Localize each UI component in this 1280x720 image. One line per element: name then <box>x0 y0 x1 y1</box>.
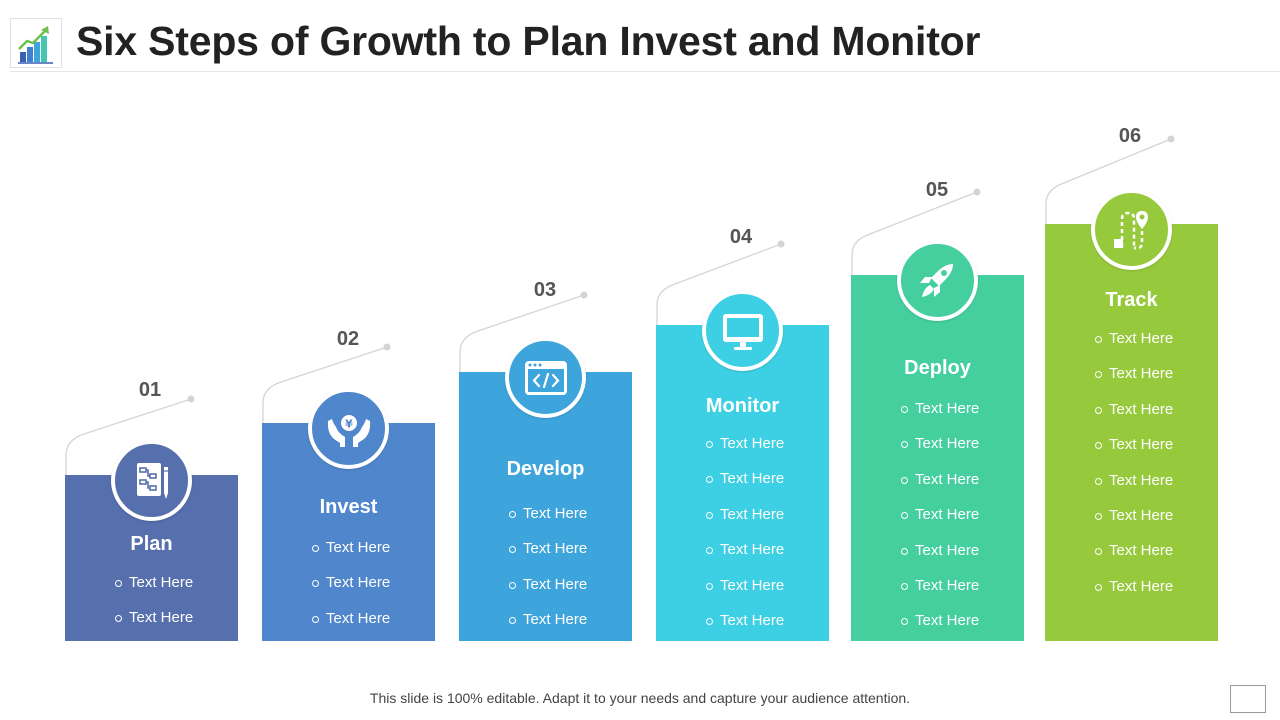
track-circle <box>1091 189 1172 270</box>
list-item: Text Here <box>1045 427 1218 462</box>
slide-header: Six Steps of Growth to Plan Invest and M… <box>0 0 1280 72</box>
monitor-circle <box>702 290 783 371</box>
list-item: Text Here <box>1045 569 1218 604</box>
invest-circle: ¥ <box>308 388 389 469</box>
svg-text:¥: ¥ <box>345 417 353 430</box>
list-item: Text Here <box>656 426 829 461</box>
rocket-icon <box>919 263 953 297</box>
connector-dot-03 <box>580 291 588 299</box>
list-item: Text Here <box>262 565 435 600</box>
list-item: Text Here <box>656 497 829 532</box>
step-title-track: Track <box>1105 289 1158 311</box>
list-item: Text Here <box>262 601 435 636</box>
connector-dot-06 <box>1167 135 1175 143</box>
list-item: Text Here <box>851 391 1024 426</box>
list-item: Text Here <box>459 531 632 566</box>
deploy-bullet-list: Text Here Text Here Text Here Text Here … <box>851 391 1024 639</box>
list-item: Text Here <box>1045 392 1218 427</box>
develop-bullet-list: Text Here Text Here Text Here Text Here <box>459 496 632 638</box>
list-item: Text Here <box>459 567 632 602</box>
list-item: Text Here <box>65 600 238 635</box>
slide-number-box <box>1230 685 1266 713</box>
deploy-circle <box>897 240 978 321</box>
step-title-monitor: Monitor <box>705 395 780 417</box>
list-item: Text Here <box>851 533 1024 568</box>
list-item: Text Here <box>851 426 1024 461</box>
step-card-track: Track Text Here Text Here Text Here Text… <box>1045 189 1218 641</box>
track-bullet-list: Text Here Text Here Text Here Text Here … <box>1045 321 1218 604</box>
monitor-bullet-list: Text Here Text Here Text Here Text Here … <box>656 426 829 638</box>
step-number-03: 03 <box>533 279 557 301</box>
list-item: Text Here <box>1045 463 1218 498</box>
invest-bullet-list: Text Here Text Here Text Here <box>262 530 435 636</box>
list-item: Text Here <box>851 497 1024 532</box>
connector-dot-05 <box>973 188 981 196</box>
monitor-icon <box>722 313 763 350</box>
header-divider <box>10 71 1280 72</box>
step-card-invest: ¥ Invest Text Here Text Here Text Here <box>262 388 435 641</box>
connector-dot-02 <box>383 343 391 351</box>
list-item: Text Here <box>656 461 829 496</box>
connector-dot-04 <box>777 240 785 248</box>
list-item: Text Here <box>1045 356 1218 391</box>
plan-bullet-list: Text Here Text Here <box>65 565 238 636</box>
list-item: Text Here <box>851 462 1024 497</box>
list-item: Text Here <box>65 565 238 600</box>
step-title-invest: Invest <box>319 496 378 518</box>
step-number-02: 02 <box>336 328 360 350</box>
step-title-plan: Plan <box>130 533 173 555</box>
step-number-05: 05 <box>925 179 949 201</box>
step-number-01: 01 <box>138 379 162 401</box>
plan-circle <box>111 440 192 521</box>
list-item: Text Here <box>1045 533 1218 568</box>
list-item: Text Here <box>656 568 829 603</box>
growth-chart-logo-icon <box>10 18 62 68</box>
list-item: Text Here <box>851 568 1024 603</box>
route-pin-icon <box>1113 210 1148 249</box>
step-title-develop: Develop <box>506 458 585 480</box>
footer-note: This slide is 100% editable. Adapt it to… <box>369 690 911 706</box>
list-item: Text Here <box>262 530 435 565</box>
list-item: Text Here <box>459 496 632 531</box>
list-item: Text Here <box>459 602 632 637</box>
list-item: Text Here <box>656 603 829 638</box>
step-card-deploy: Deploy Text Here Text Here Text Here Tex… <box>851 240 1024 641</box>
plan-document-icon <box>136 462 168 499</box>
step-title-deploy: Deploy <box>904 357 971 379</box>
page-title: Six Steps of Growth to Plan Invest and M… <box>76 18 981 64</box>
list-item: Text Here <box>1045 498 1218 533</box>
list-item: Text Here <box>656 532 829 567</box>
hands-money-icon: ¥ <box>327 414 370 447</box>
connector-dot-01 <box>187 395 195 403</box>
step-card-monitor: Monitor Text Here Text Here Text Here Te… <box>656 290 829 641</box>
step-card-plan: Plan Text Here Text Here <box>65 440 238 641</box>
code-window-icon <box>524 360 567 395</box>
step-number-06: 06 <box>1118 125 1142 147</box>
step-card-develop: Develop Text Here Text Here Text Here Te… <box>459 337 632 641</box>
step-number-04: 04 <box>729 226 753 248</box>
develop-circle <box>505 337 586 418</box>
list-item: Text Here <box>1045 321 1218 356</box>
list-item: Text Here <box>851 603 1024 638</box>
